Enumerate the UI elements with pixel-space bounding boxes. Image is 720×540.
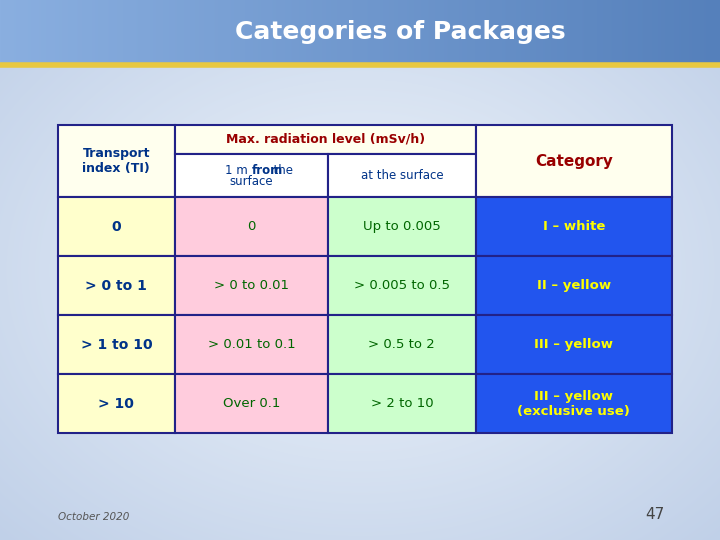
Text: Max. radiation level (mSv/h): Max. radiation level (mSv/h) [225, 133, 425, 146]
FancyBboxPatch shape [475, 198, 672, 256]
FancyBboxPatch shape [58, 125, 175, 198]
Text: 47: 47 [646, 507, 665, 522]
Text: > 0.5 to 2: > 0.5 to 2 [369, 338, 435, 351]
Text: III – yellow: III – yellow [534, 338, 613, 351]
FancyBboxPatch shape [475, 125, 672, 198]
Text: October 2020: October 2020 [58, 512, 130, 522]
FancyBboxPatch shape [175, 256, 328, 315]
Text: > 10: > 10 [99, 396, 134, 410]
FancyBboxPatch shape [475, 374, 672, 433]
Text: Category: Category [535, 154, 613, 168]
FancyBboxPatch shape [175, 154, 328, 198]
Text: Categories of Packages: Categories of Packages [235, 21, 565, 44]
FancyBboxPatch shape [58, 256, 175, 315]
FancyBboxPatch shape [58, 198, 175, 256]
FancyBboxPatch shape [328, 198, 475, 256]
Text: the: the [251, 164, 294, 177]
Text: > 2 to 10: > 2 to 10 [371, 397, 433, 410]
FancyBboxPatch shape [58, 374, 175, 433]
Text: 0: 0 [247, 220, 256, 233]
FancyBboxPatch shape [58, 315, 175, 374]
Text: II – yellow: II – yellow [536, 279, 611, 292]
FancyBboxPatch shape [328, 374, 475, 433]
FancyBboxPatch shape [328, 154, 475, 198]
FancyBboxPatch shape [175, 315, 328, 374]
Text: from: from [251, 164, 283, 177]
Text: I – white: I – white [543, 220, 605, 233]
Text: Over 0.1: Over 0.1 [222, 397, 280, 410]
Text: at the surface: at the surface [361, 169, 443, 182]
FancyBboxPatch shape [175, 198, 328, 256]
FancyBboxPatch shape [328, 256, 475, 315]
Text: > 0.01 to 0.1: > 0.01 to 0.1 [207, 338, 295, 351]
Text: 0: 0 [112, 220, 121, 234]
Text: surface: surface [230, 175, 273, 188]
FancyBboxPatch shape [475, 315, 672, 374]
Text: Transport
index (TI): Transport index (TI) [83, 147, 150, 175]
FancyBboxPatch shape [175, 125, 475, 154]
Text: Up to 0.005: Up to 0.005 [363, 220, 441, 233]
FancyBboxPatch shape [328, 315, 475, 374]
Text: > 1 to 10: > 1 to 10 [81, 338, 152, 352]
Text: > 0.005 to 0.5: > 0.005 to 0.5 [354, 279, 450, 292]
Text: > 0 to 1: > 0 to 1 [86, 279, 148, 293]
FancyBboxPatch shape [175, 374, 328, 433]
Text: 1 m: 1 m [225, 164, 251, 177]
FancyBboxPatch shape [475, 256, 672, 315]
Text: III – yellow
(exclusive use): III – yellow (exclusive use) [518, 389, 630, 417]
Text: > 0 to 0.01: > 0 to 0.01 [214, 279, 289, 292]
